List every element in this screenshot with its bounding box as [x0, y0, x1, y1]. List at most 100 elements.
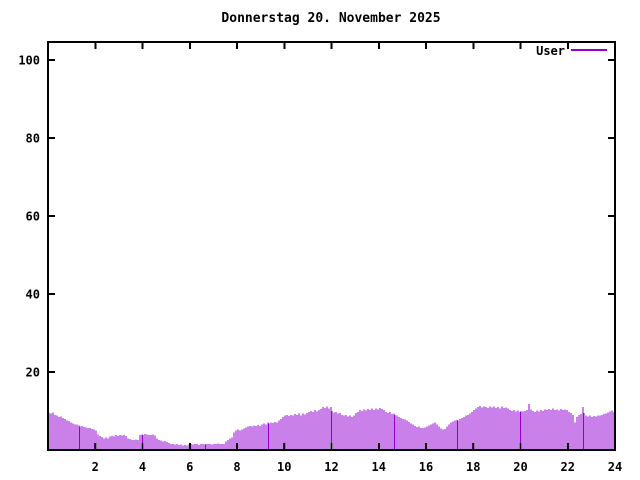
- bar-user: [298, 413, 300, 450]
- bar-user: [304, 414, 306, 450]
- bar-user: [406, 420, 408, 450]
- bar-user: [345, 414, 347, 450]
- bar-user: [568, 411, 570, 450]
- bar-user: [485, 407, 487, 450]
- bar-user: [513, 409, 515, 450]
- bar-user: [105, 437, 107, 450]
- bar-user: [349, 415, 351, 450]
- bar-user: [587, 416, 589, 450]
- bar-user: [48, 412, 50, 450]
- bar-user: [357, 411, 359, 450]
- bar-user: [566, 410, 568, 450]
- bar-user: [56, 415, 58, 450]
- bar-user: [184, 444, 186, 450]
- bar-user: [125, 436, 127, 450]
- bar-user: [465, 415, 467, 450]
- bar-user: [154, 435, 156, 450]
- bar-user: [493, 406, 495, 450]
- bar-user: [89, 427, 91, 450]
- bar-user: [339, 412, 341, 450]
- bar-user: [231, 437, 233, 450]
- bar-user: [434, 422, 436, 450]
- bar-user: [129, 439, 131, 450]
- bar-user: [548, 409, 550, 450]
- bar-user: [162, 441, 164, 450]
- x-tick-label: 2: [92, 460, 99, 474]
- bar-user: [507, 408, 509, 450]
- bar-user: [593, 416, 595, 450]
- bar-user: [491, 407, 493, 450]
- bar-user: [103, 438, 105, 450]
- bar-user: [473, 410, 475, 450]
- legend-user-label: User: [536, 44, 565, 58]
- bar-user: [186, 445, 188, 450]
- bar-user: [432, 423, 434, 450]
- bar-user: [412, 424, 414, 450]
- bar-user: [528, 404, 530, 450]
- bar-user: [62, 418, 64, 450]
- bar-user: [324, 407, 326, 450]
- bar-user: [284, 415, 286, 450]
- bar-user: [418, 426, 420, 450]
- bar-user: [316, 411, 318, 450]
- bar-user: [207, 443, 209, 450]
- legend: User: [536, 44, 607, 58]
- bar-user: [456, 420, 458, 450]
- bar-user: [454, 420, 456, 450]
- bar-user: [74, 424, 76, 450]
- bar-user: [572, 414, 574, 450]
- bar-user: [601, 414, 603, 450]
- bar-user: [272, 423, 274, 450]
- bar-user: [280, 418, 282, 450]
- bar-user: [595, 416, 597, 450]
- bar-user: [274, 421, 276, 450]
- bar-user: [202, 443, 204, 450]
- bar-user: [144, 434, 146, 450]
- bar-user: [282, 416, 284, 450]
- bar-user: [391, 414, 393, 450]
- bar-user: [148, 435, 150, 450]
- bar-user: [402, 418, 404, 450]
- bar-user: [438, 426, 440, 450]
- bar-user: [515, 411, 517, 450]
- bar-user: [398, 416, 400, 450]
- bar-user: [520, 411, 522, 450]
- bar-user: [387, 412, 389, 450]
- bar-user: [190, 444, 192, 450]
- bar-user: [450, 422, 452, 450]
- bar-user: [503, 407, 505, 450]
- bar-user: [180, 444, 182, 450]
- bar-user: [452, 421, 454, 450]
- bar-user: [597, 415, 599, 450]
- y-tick-label: 100: [18, 53, 40, 67]
- bar-user: [152, 434, 154, 450]
- bar-user: [60, 416, 62, 450]
- bar-user: [422, 428, 424, 450]
- bar-user: [141, 434, 143, 450]
- x-tick-label: 18: [466, 460, 480, 474]
- bar-user: [599, 415, 601, 450]
- bar-user: [517, 410, 519, 450]
- bar-user: [420, 427, 422, 450]
- bar-user: [377, 409, 379, 450]
- bar-user: [530, 409, 532, 450]
- bar-user: [318, 409, 320, 450]
- bar-user: [582, 407, 584, 450]
- bar-user: [288, 416, 290, 450]
- bar-user: [367, 409, 369, 450]
- bar-user: [292, 415, 294, 450]
- bar-user: [457, 420, 459, 450]
- bar-user: [286, 414, 288, 450]
- bar-user: [85, 427, 87, 450]
- bar-user: [591, 416, 593, 450]
- bar-user: [314, 410, 316, 450]
- bar-user: [213, 443, 215, 450]
- bar-user: [540, 410, 542, 450]
- bar-user: [479, 405, 481, 450]
- x-tick-label: 8: [233, 460, 240, 474]
- bar-user: [276, 422, 278, 450]
- bar-user: [404, 419, 406, 450]
- bar-user: [343, 415, 345, 450]
- bar-user: [393, 413, 395, 450]
- x-tick-label: 16: [419, 460, 433, 474]
